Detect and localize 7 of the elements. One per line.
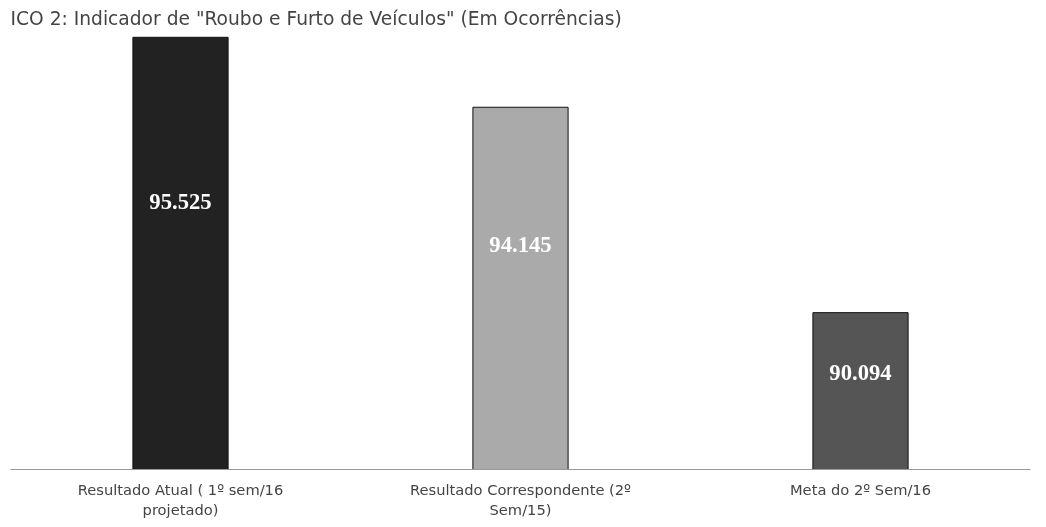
data-label: 95.525 bbox=[149, 189, 212, 215]
x-tick-label: Resultado Correspondente (2º Sem/15) bbox=[409, 480, 632, 518]
x-tick-label: Meta do 2º Sem/16 bbox=[789, 480, 932, 498]
data-label: 90.094 bbox=[829, 359, 892, 385]
chart-title: ICO 2: Indicador de "Roubo e Furto de Veículos" (Em Ocorrências) bbox=[10, 7, 622, 29]
x-tick-label: Resultado Atual ( 1º sem/16 projetado) bbox=[77, 480, 284, 518]
data-label: 94.145 bbox=[489, 232, 552, 258]
